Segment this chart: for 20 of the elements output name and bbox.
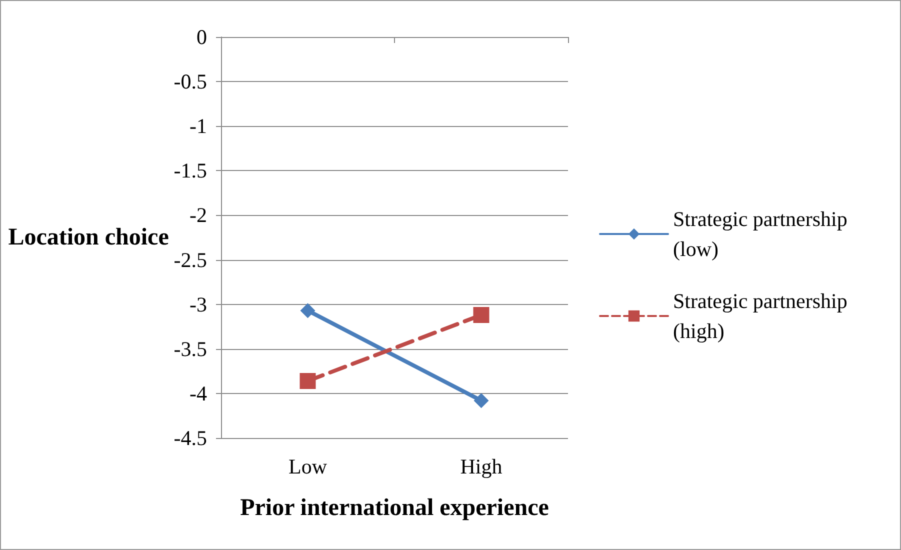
- x-tick-label: High: [460, 454, 503, 478]
- y-tick-label: -1: [190, 114, 207, 138]
- y-tick-label: -4: [190, 381, 208, 406]
- x-axis-title: Prior international experience: [240, 495, 550, 521]
- legend-label: Strategic partnership (low): [673, 207, 853, 261]
- y-tick-label: -4.5: [174, 426, 207, 450]
- point: [300, 303, 316, 318]
- y-tick-label: -0.5: [174, 70, 207, 94]
- y-tick-label: -1.5: [174, 158, 207, 183]
- point: [473, 307, 490, 324]
- y-tick-label: -2: [190, 203, 207, 228]
- legend-label: Strategic partnership (high): [673, 289, 853, 343]
- y-tick-label: -3.5: [174, 336, 207, 361]
- point: [300, 372, 316, 389]
- y-tick-label: -2.5: [174, 248, 207, 272]
- y-tick-label: 0: [196, 25, 207, 49]
- y-axis-title: Location choice: [8, 224, 170, 250]
- x-tick-label: Low: [288, 454, 328, 478]
- point: [474, 393, 489, 408]
- y-tick-label: -3: [190, 292, 207, 316]
